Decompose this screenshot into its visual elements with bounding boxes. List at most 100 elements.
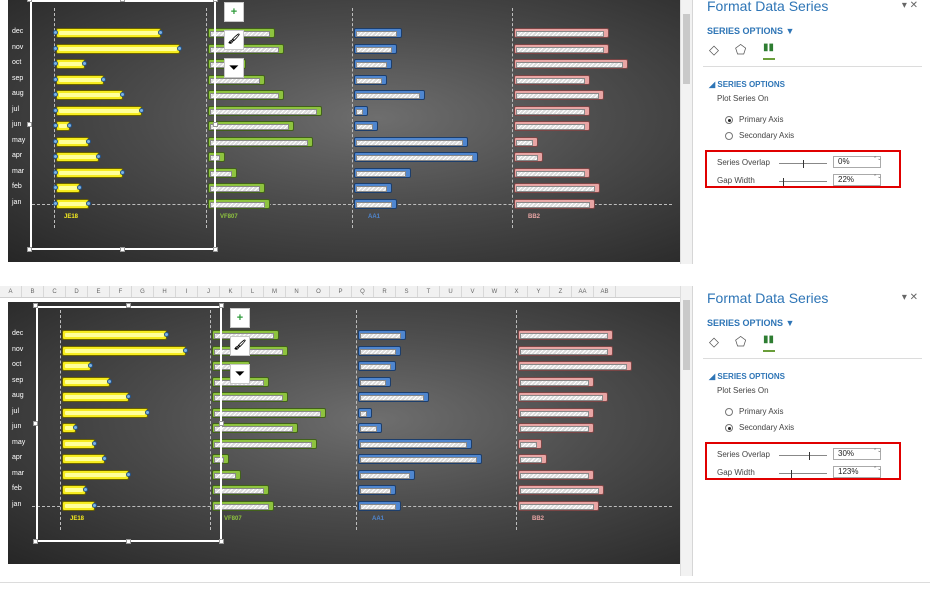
bar-AA1-mar[interactable] [358,469,415,480]
column-header[interactable]: Y [528,286,550,297]
slider-thumb[interactable] [791,470,792,478]
slider-thumb[interactable] [803,160,804,168]
primary-axis-radio[interactable] [725,408,733,416]
bar-VF807-mar[interactable] [208,167,237,178]
resize-handle[interactable] [27,247,32,252]
bar-AA1-jun[interactable] [354,121,378,131]
bar-AA1-jul[interactable] [358,407,373,418]
column-header[interactable]: C [44,286,66,297]
bar-BB2-oct[interactable] [518,361,632,371]
column-header[interactable]: P [330,286,352,297]
bar-BB2-mar[interactable] [514,167,590,178]
chart-area[interactable]: dec nov oct sep aug jul jun may apr mar feb jan JE18… [8,302,680,564]
selection-handle[interactable] [125,394,131,399]
bar-AA1-jan[interactable] [358,500,401,511]
selection-handle[interactable] [100,76,106,82]
bar-VF807-aug[interactable] [208,90,284,100]
selection-handle[interactable] [53,30,58,35]
bar-AA1-jul[interactable] [354,105,369,116]
chart-filters-button[interactable]: ⏷ [230,364,250,384]
selection-handle[interactable] [92,440,98,446]
plot-area-selection[interactable] [36,306,222,542]
bar-AA1-aug[interactable] [358,392,430,402]
bar-BB2-may[interactable] [514,136,538,147]
selection-handle[interactable] [81,61,87,66]
bar-BB2-sep[interactable] [514,74,590,85]
bar-AA1-sep[interactable] [358,376,392,387]
column-header[interactable]: AB [594,286,616,297]
bar-AA1-oct[interactable] [354,59,392,69]
selection-handle[interactable] [182,347,188,353]
bar-BB2-apr[interactable] [518,454,547,464]
resize-handle[interactable] [126,303,131,308]
gap-width-slider[interactable] [779,178,827,186]
series-overlap-input[interactable]: 30% [833,448,881,460]
resize-handle[interactable] [27,0,32,2]
series-options-section[interactable]: ◢ SERIES OPTIONS [709,372,785,381]
column-header[interactable]: S [396,286,418,297]
column-header[interactable]: T [418,286,440,297]
series-options-dropdown[interactable]: SERIES OPTIONS ▼ [707,26,795,36]
bar-AA1-sep[interactable] [354,74,388,85]
pane-close-button[interactable]: ▾ ✕ [901,0,918,11]
bar-BB2-dec[interactable] [514,28,609,38]
bar-VF807-may[interactable] [208,136,313,147]
column-header[interactable]: A [0,286,22,297]
series-overlap-slider[interactable] [779,160,827,168]
chart-elements-button[interactable]: + [224,2,244,22]
bar-AA1-aug[interactable] [354,90,426,100]
selection-handle[interactable] [53,123,58,128]
series-options-icon[interactable]: ▮▮ [763,42,775,53]
bar-AA1-apr[interactable] [354,152,478,162]
primary-axis-radio[interactable] [725,116,733,124]
column-header[interactable]: R [374,286,396,297]
resize-handle[interactable] [126,539,131,544]
series-options-section[interactable]: ◢ SERIES OPTIONS [709,80,785,89]
bar-BB2-jul[interactable] [518,407,594,418]
column-header[interactable]: H [154,286,176,297]
secondary-axis-radio[interactable] [725,424,733,432]
column-header[interactable]: AA [572,286,594,297]
column-header[interactable]: V [462,286,484,297]
chart-styles-button[interactable]: 🖌 [224,30,244,50]
bar-AA1-mar[interactable] [354,167,411,178]
selection-handle[interactable] [53,169,58,175]
bar-BB2-aug[interactable] [518,392,609,402]
bar-BB2-apr[interactable] [514,152,543,162]
bar-BB2-aug[interactable] [514,90,605,100]
column-header[interactable]: L [242,286,264,297]
bar-AA1-nov[interactable] [358,345,401,356]
bar-VF807-nov[interactable] [212,345,288,356]
bar-VF807-jun[interactable] [212,423,298,433]
bar-AA1-oct[interactable] [358,361,396,371]
selection-handle[interactable] [53,45,58,51]
bar-BB2-sep[interactable] [518,376,594,387]
selection-handle[interactable] [101,456,107,461]
selection-handle[interactable] [119,92,125,97]
effects-icon[interactable]: ⬠ [735,42,747,57]
column-header[interactable]: J [198,286,220,297]
resize-handle[interactable] [213,247,218,252]
bar-AA1-dec[interactable] [354,28,402,38]
selection-handle[interactable] [67,123,73,128]
selection-handle[interactable] [53,107,58,113]
selection-handle[interactable] [176,45,182,51]
selection-handle[interactable] [106,378,112,384]
column-header[interactable]: O [308,286,330,297]
bar-VF807-feb[interactable] [212,485,269,495]
bar-BB2-oct[interactable] [514,59,628,69]
selection-handle[interactable] [119,169,125,175]
selection-handle[interactable] [53,200,58,206]
selection-handle[interactable] [138,107,144,113]
resize-handle[interactable] [33,303,38,308]
fill-line-icon[interactable]: ◇ [709,42,719,57]
selection-handle[interactable] [53,76,58,82]
fill-line-icon[interactable]: ◇ [709,334,719,349]
bar-AA1-jun[interactable] [358,423,382,433]
bar-BB2-jun[interactable] [514,121,590,131]
bar-AA1-may[interactable] [358,438,472,449]
bar-AA1-apr[interactable] [358,454,482,464]
column-header[interactable]: M [264,286,286,297]
bar-BB2-jan[interactable] [518,500,599,511]
secondary-axis-radio[interactable] [725,132,733,140]
